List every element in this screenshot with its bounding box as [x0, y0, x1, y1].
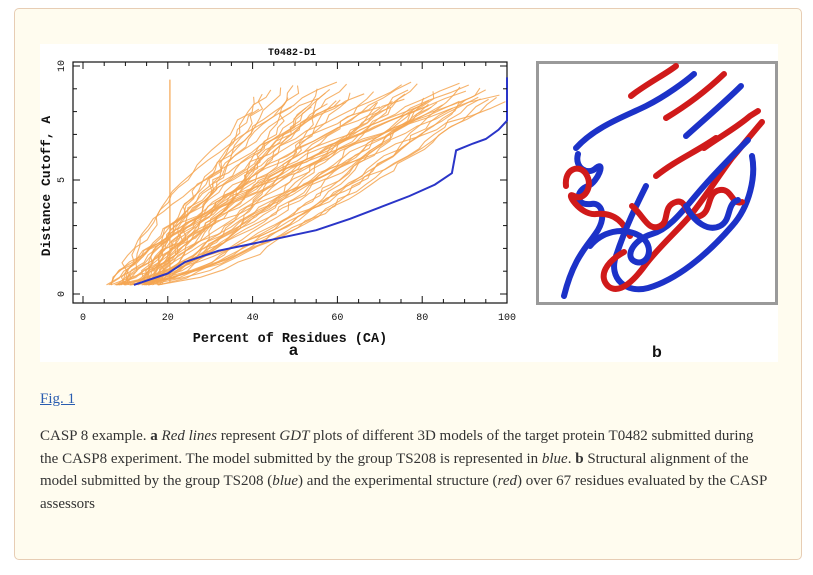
- model-strand: [683, 197, 741, 231]
- gdt-model-line: [116, 101, 506, 286]
- gdt-model-line: [145, 106, 432, 286]
- gdt-model-line: [125, 81, 338, 286]
- figure-caption: CASP 8 example. a Red lines represent GD…: [40, 428, 767, 512]
- ts208-gdt-line: [133, 77, 508, 286]
- gdt-model-line: [149, 97, 289, 286]
- gdt-model-line: [108, 107, 307, 286]
- x-tick-label: 40: [247, 313, 259, 324]
- gdt-model-line: [144, 89, 409, 286]
- orange-lines-group: [106, 79, 506, 286]
- gdt-model-line: [120, 89, 272, 286]
- y-tick-label: 10: [57, 60, 68, 72]
- x-tick-label: 100: [498, 313, 516, 324]
- gdt-model-line: [114, 92, 326, 286]
- plot-frame: [72, 61, 508, 304]
- gdt-model-line: [146, 87, 481, 286]
- gdt-model-line: [147, 100, 337, 286]
- y-tick-label: 5: [57, 177, 68, 183]
- gdt-model-line: [130, 98, 489, 286]
- panel-a-label: a: [289, 342, 298, 359]
- experimental-strand: [562, 165, 633, 239]
- x-tick-label: 60: [331, 313, 343, 324]
- model-strand: [683, 83, 744, 139]
- gdt-plot: T0482-D1 20 40 60 80 100 0 0 5 10 Percent of Res…: [40, 48, 516, 347]
- model-strand: [587, 137, 751, 266]
- gdt-model-line: [157, 102, 427, 286]
- gdt-model-line: [148, 88, 331, 286]
- x-tick-label: 20: [162, 313, 174, 324]
- chart-title: T0482-D1: [268, 48, 316, 59]
- gdt-model-line: [141, 103, 429, 286]
- gdt-model-line: [117, 88, 318, 286]
- gdt-model-line: [120, 87, 282, 286]
- figure-image: T0482-D1 20 40 60 80 100 0 0 5 10 Percent of Res…: [40, 44, 778, 362]
- model-strand: [611, 153, 757, 293]
- model-strand: [573, 71, 697, 151]
- x-axis-label: Percent of Residues (CA): [193, 332, 387, 347]
- y-axis-label: Distance Cutoff, A: [40, 116, 54, 257]
- gdt-model-line: [158, 82, 460, 286]
- axis-ticks: 20 40 60 80 100 0 0 5 10: [57, 60, 516, 324]
- experimental-strand: [628, 63, 679, 99]
- gdt-model-line: [152, 94, 500, 285]
- blue-line-group: [133, 77, 508, 286]
- gdt-model-line: [143, 106, 381, 285]
- panel-b-label: b: [652, 344, 662, 361]
- x-tick-label: 0: [80, 313, 86, 324]
- gdt-model-line: [136, 99, 341, 286]
- gdt-model-line: [144, 92, 351, 286]
- gdt-model-line: [124, 98, 481, 286]
- gdt-model-line: [155, 93, 406, 286]
- x-tick-label: 80: [416, 313, 428, 324]
- experimental-strand: [653, 135, 719, 179]
- gdt-model-line: [133, 96, 255, 286]
- gdt-model-line: [157, 86, 461, 286]
- y-tick-label: 0: [57, 291, 68, 297]
- gdt-model-line: [129, 91, 435, 286]
- structure-alignment: [561, 63, 765, 299]
- figure-link[interactable]: Fig. 1: [40, 391, 76, 407]
- experimental-strand: [663, 71, 727, 121]
